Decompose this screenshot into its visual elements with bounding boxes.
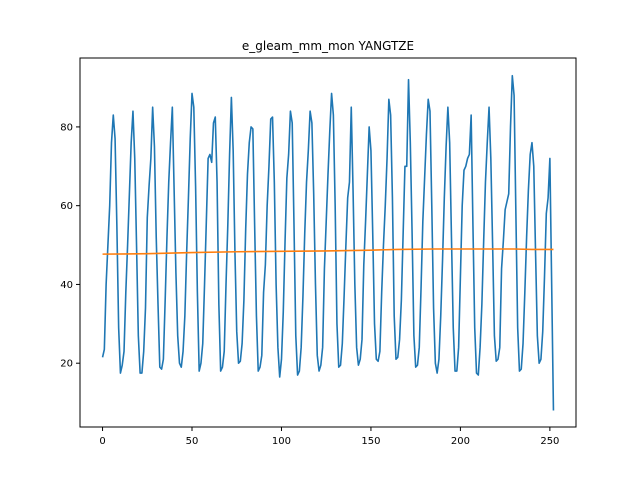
x-tick-label: 50 [186, 436, 199, 447]
plot-area [79, 57, 577, 428]
plot-frame [79, 57, 577, 428]
y-tick-label: 20 [60, 359, 73, 370]
y-tick-label: 60 [60, 201, 73, 212]
series-line-0 [101, 74, 555, 411]
x-tick-label: 0 [99, 436, 105, 447]
x-tick-label: 150 [361, 436, 380, 447]
series-line-1 [102, 248, 554, 255]
series-layer [101, 74, 555, 411]
x-tick-label: 250 [540, 436, 559, 447]
plot-background [80, 58, 576, 427]
x-axis: 0 50 100 150 200 250 [99, 427, 559, 447]
y-tick-label: 80 [60, 122, 73, 133]
y-axis: 20 40 60 80 [60, 122, 80, 370]
x-tick-label: 100 [272, 436, 291, 447]
chart-title: e_gleam_mm_mon YANGTZE [242, 39, 414, 53]
x-tick-label: 200 [451, 436, 470, 447]
y-tick-label: 40 [60, 280, 73, 291]
